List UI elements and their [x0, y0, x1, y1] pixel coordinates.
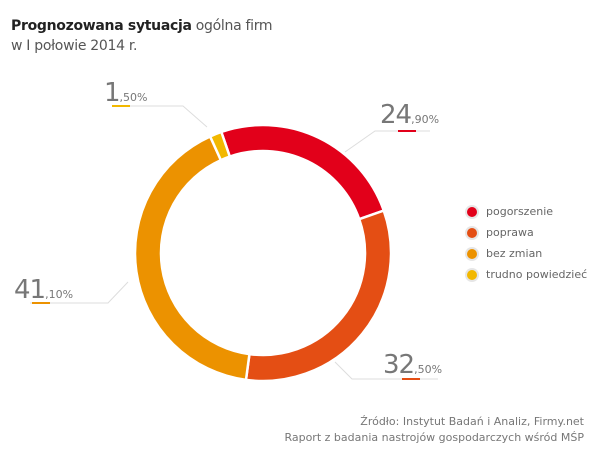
slices: [133, 123, 393, 383]
legend-item-pogorszenie: pogorszenie: [467, 201, 587, 222]
source-note: Źródło: Instytut Badań i Analiz, Firmy.n…: [284, 415, 584, 444]
label-pogorszenie: 24,90%: [380, 100, 440, 130]
title-bold: Prognozowana sytuacja: [11, 18, 192, 34]
title-rest: ogólna firm: [191, 18, 273, 34]
legend: pogorszenie poprawa bez zmian trudno pow…: [467, 201, 587, 285]
slice-poprawa: [244, 208, 393, 383]
title-line2: w I połowie 2014 r.: [11, 38, 138, 54]
label-bez-zmian: 41,10%: [14, 275, 74, 305]
slice-trudno-powiedzieć: [208, 130, 232, 162]
chart-title: Prognozowana sytuacja ogólna firm w I po…: [11, 16, 273, 56]
leader-lines: [30, 105, 438, 380]
label-poprawa: 32,50%: [383, 350, 443, 380]
leader-line-3: [112, 105, 208, 128]
legend-item-trudno: trudno powiedzieć: [467, 264, 587, 285]
slice-bez-zmian: [133, 134, 251, 382]
label-trudno: 1,50%: [104, 78, 148, 108]
slice-pogorszenie: [219, 123, 386, 221]
leader-line-0: [344, 130, 430, 153]
legend-item-poprawa: poprawa: [467, 222, 587, 243]
legend-item-bez-zmian: bez zmian: [467, 243, 587, 264]
leader-line-2: [30, 281, 129, 304]
